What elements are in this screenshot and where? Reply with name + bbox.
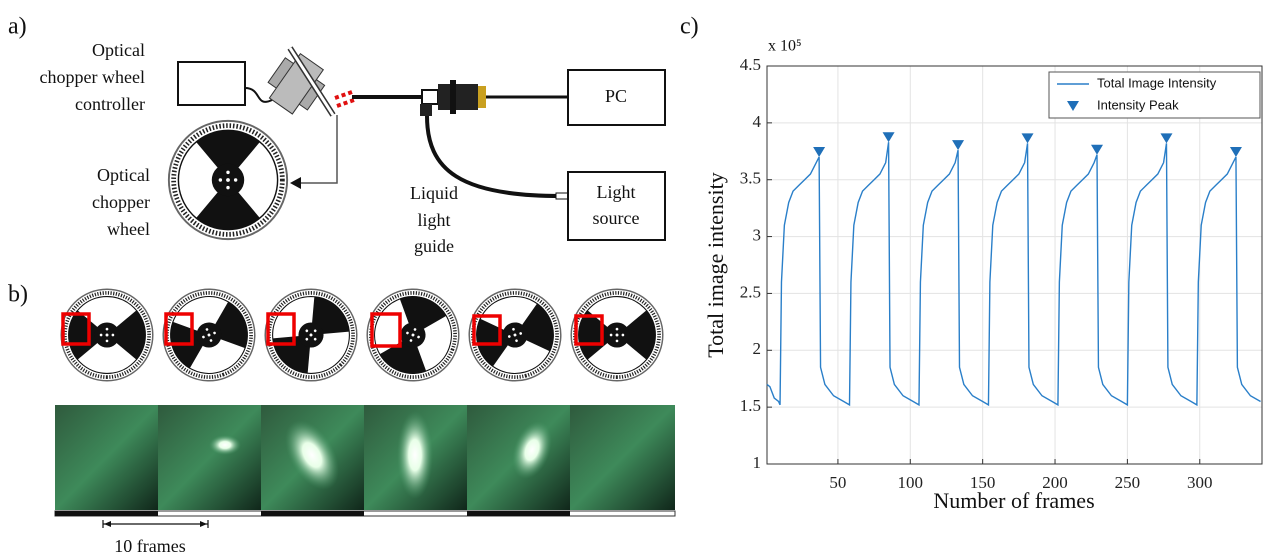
axes-box xyxy=(766,65,1263,465)
peak-marker xyxy=(1091,144,1103,155)
setup-diagram: Optical chopper wheel controller Optical… xyxy=(40,40,666,256)
peak-marker xyxy=(813,146,826,157)
y-tick-label: 2 xyxy=(753,339,762,358)
label: Liquid xyxy=(410,183,458,203)
motor xyxy=(267,53,326,115)
cable xyxy=(244,87,273,103)
y-tick-label: 1.5 xyxy=(740,396,761,415)
legend-swatch xyxy=(1067,101,1079,111)
plot-area xyxy=(767,66,1262,464)
y-tick-label: 2.5 xyxy=(740,282,761,301)
peak-marker xyxy=(1160,133,1173,144)
x-tick-label: 300 xyxy=(1187,473,1213,492)
pc-box xyxy=(567,69,666,126)
wheel-frame xyxy=(569,287,665,383)
label: controller xyxy=(75,94,145,114)
legend-box xyxy=(1048,71,1261,119)
light-source-box xyxy=(567,171,666,241)
camera-frame xyxy=(55,405,675,510)
label: chopper wheel xyxy=(40,67,145,87)
label: Optical xyxy=(97,165,150,185)
x-tick-label: 50 xyxy=(829,473,846,492)
arrow xyxy=(300,115,338,184)
peak-marker xyxy=(952,140,965,151)
y-tick-label: 4 xyxy=(753,112,762,131)
controller-box xyxy=(177,61,246,106)
label: PC xyxy=(605,86,627,106)
arrowhead xyxy=(290,177,301,189)
panel-label: c) xyxy=(680,14,699,40)
chopper-wheel xyxy=(169,121,287,239)
peak-marker xyxy=(1229,146,1242,157)
x-tick-label: 250 xyxy=(1115,473,1141,492)
light-beam xyxy=(334,90,355,108)
label: wheel xyxy=(107,219,150,239)
x-axis-label: Number of frames xyxy=(933,488,1094,513)
y-tick-label: 3.5 xyxy=(740,169,761,188)
light-guide xyxy=(425,115,561,198)
roi-box xyxy=(61,312,604,348)
scale-bar xyxy=(54,510,676,528)
x-tick-label: 150 xyxy=(970,473,996,492)
chopper-plate xyxy=(288,47,335,116)
legend-label: Total Image Intensity xyxy=(1097,75,1217,90)
peak-marker xyxy=(882,132,895,143)
y-multiplier: x 10⁵ xyxy=(768,38,802,55)
data-line xyxy=(766,142,1261,407)
label: source xyxy=(593,208,640,228)
scale-label: 10 frames xyxy=(114,536,185,556)
y-tick-label: 1 xyxy=(753,453,762,472)
wheel-frame xyxy=(244,268,378,402)
wheel-frame xyxy=(148,274,270,396)
x-tick-label: 100 xyxy=(898,473,924,492)
peak-marker xyxy=(1021,133,1034,144)
y-tick-label: 4.5 xyxy=(740,55,761,74)
wheel-frame xyxy=(59,287,155,383)
panel-label: a) xyxy=(8,14,27,40)
connector xyxy=(555,192,569,200)
y-axis-label: Total image intensity xyxy=(703,172,728,357)
chart: Total image intensity Number of frames x… xyxy=(703,38,1263,513)
label: chopper xyxy=(92,192,150,212)
panel-label: b) xyxy=(8,282,28,308)
x-tick-label: 200 xyxy=(1042,473,1068,492)
label: guide xyxy=(414,236,454,256)
legend-label: Intensity Peak xyxy=(1097,97,1179,112)
camera-lens xyxy=(420,80,486,116)
frame-sequence: 10 frames xyxy=(54,268,676,556)
label: Light xyxy=(597,182,636,202)
label: light xyxy=(417,210,450,230)
y-tick-label: 3 xyxy=(753,225,762,244)
label: Optical xyxy=(92,40,145,60)
